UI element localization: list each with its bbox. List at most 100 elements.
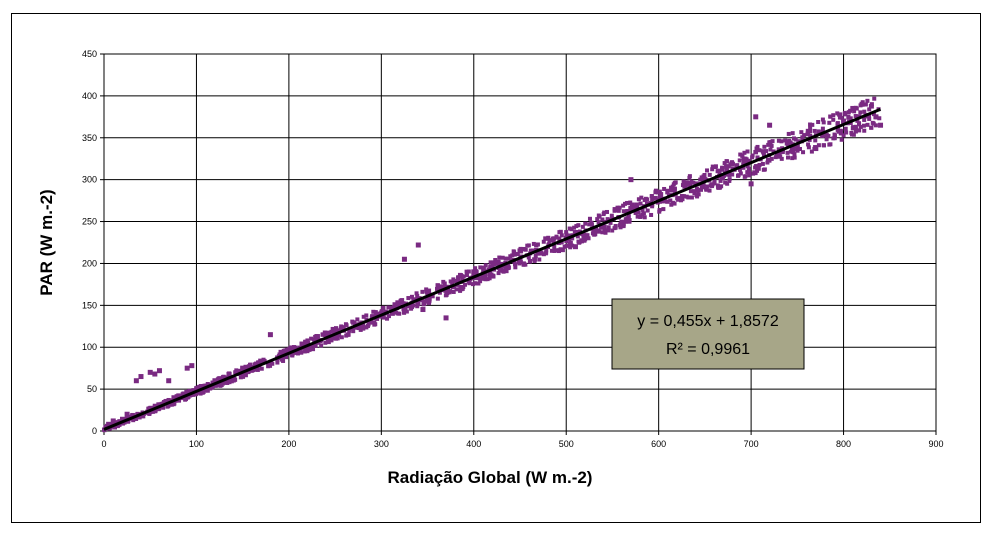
data-point (396, 302, 401, 307)
data-point (496, 271, 501, 276)
data-point (605, 209, 610, 214)
data-point (483, 263, 488, 268)
data-point (117, 419, 122, 424)
data-point (172, 396, 177, 401)
data-point (424, 297, 429, 302)
data-point (596, 220, 601, 225)
data-point (853, 124, 858, 129)
data-point (872, 96, 877, 101)
data-point (725, 181, 730, 186)
data-point (869, 104, 874, 109)
data-point (599, 225, 604, 230)
data-point (627, 219, 632, 224)
data-point (463, 282, 468, 287)
data-point (528, 258, 533, 263)
data-point (783, 138, 788, 143)
data-point (694, 181, 699, 186)
data-point (828, 142, 833, 147)
data-point (352, 320, 357, 325)
data-point (234, 369, 239, 374)
data-point (862, 117, 867, 122)
data-point (430, 294, 435, 299)
data-point (874, 115, 879, 120)
data-point (364, 313, 369, 318)
data-point (616, 208, 621, 213)
data-point (526, 243, 531, 248)
data-point (398, 299, 403, 304)
data-point (552, 244, 557, 249)
data-point (702, 175, 707, 180)
data-point (626, 214, 631, 219)
data-point (747, 173, 752, 178)
data-point (415, 293, 420, 298)
data-point (487, 276, 492, 281)
data-point (638, 201, 643, 206)
data-point (858, 124, 863, 129)
data-point (277, 352, 282, 357)
data-point (600, 217, 605, 222)
data-point (554, 234, 559, 239)
data-point (777, 152, 782, 157)
data-point (326, 340, 331, 345)
data-point (741, 156, 746, 161)
data-point (635, 214, 640, 219)
data-point (517, 261, 522, 266)
data-point (556, 248, 561, 253)
data-point (103, 425, 108, 430)
data-point (843, 112, 848, 117)
data-point (492, 262, 497, 267)
y-tick-label: 0 (92, 426, 97, 436)
data-point (532, 257, 537, 262)
data-point (791, 136, 796, 141)
data-point (351, 329, 356, 334)
data-point (386, 314, 391, 319)
data-point (518, 258, 523, 263)
data-point (566, 233, 571, 238)
data-point (730, 162, 735, 167)
data-point (315, 336, 320, 341)
data-point (801, 150, 806, 155)
x-tick-label: 300 (374, 439, 389, 449)
data-point (537, 257, 542, 262)
data-point (871, 112, 876, 117)
data-point (799, 130, 804, 135)
data-point (642, 215, 647, 220)
data-point (683, 183, 688, 188)
data-point (753, 165, 758, 170)
data-point (381, 305, 386, 310)
data-point (867, 116, 872, 121)
data-point (741, 159, 746, 164)
data-point (335, 328, 340, 333)
data-point (808, 129, 813, 134)
data-point (812, 146, 817, 151)
data-point (466, 269, 471, 274)
data-point (658, 194, 663, 199)
data-point (602, 226, 607, 231)
data-point (735, 163, 740, 168)
data-point (420, 307, 426, 313)
data-point (860, 100, 865, 105)
data-point (592, 232, 597, 237)
data-point (831, 136, 836, 141)
data-point (458, 273, 463, 278)
data-point (233, 377, 238, 382)
data-point (546, 235, 551, 240)
data-point (202, 383, 207, 388)
x-tick-label: 400 (466, 439, 481, 449)
data-point (323, 340, 328, 345)
data-point (174, 394, 179, 399)
data-point (411, 297, 416, 302)
data-point (221, 374, 226, 379)
data-point (343, 322, 348, 327)
data-point (766, 142, 771, 147)
data-point (361, 326, 366, 331)
data-point (712, 179, 717, 184)
data-point (776, 147, 781, 152)
data-point (672, 180, 677, 185)
data-point (862, 128, 867, 133)
x-axis-title: Radiação Global (W m.-2) (388, 468, 593, 487)
data-point (680, 197, 685, 202)
data-point (480, 275, 485, 280)
data-point (716, 168, 721, 173)
x-tick-label: 200 (281, 439, 296, 449)
